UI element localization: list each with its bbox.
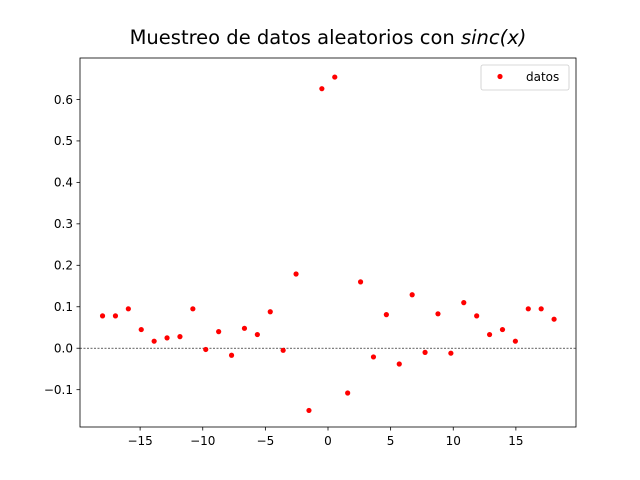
data-point (203, 346, 209, 353)
data-point (177, 334, 183, 340)
y-tick-label: 0.4 (54, 176, 73, 190)
x-tick-label: −5 (257, 434, 275, 448)
data-point (125, 306, 131, 312)
data-point (190, 306, 196, 312)
data-point (525, 306, 531, 312)
data-point (486, 331, 493, 338)
data-point (474, 313, 480, 319)
legend: datos (480, 64, 570, 91)
data-point (332, 74, 338, 80)
data-point (512, 338, 518, 344)
data-point (151, 338, 157, 344)
data-point (267, 309, 273, 315)
x-tick-label: 5 (387, 434, 395, 448)
data-point (396, 361, 402, 367)
data-point (138, 326, 144, 333)
data-point (370, 354, 377, 360)
data-point (538, 306, 544, 312)
data-point (345, 390, 351, 396)
x-tick-label: 0 (324, 434, 332, 448)
plot-frame (79, 57, 577, 428)
y-tick-label: 0.2 (54, 259, 73, 273)
data-point (422, 349, 428, 355)
y-tick-label: 0.5 (54, 134, 73, 148)
data-point (254, 331, 260, 338)
y-tick-label: −0.1 (44, 383, 73, 397)
data-point (499, 326, 506, 333)
data-point (99, 313, 106, 319)
data-point (306, 407, 312, 414)
data-point (357, 279, 364, 285)
y-tick-label: 0.6 (54, 93, 73, 107)
y-tick-label: 0.3 (54, 217, 73, 231)
data-point (435, 311, 441, 317)
data-point (112, 313, 119, 319)
data-point (164, 335, 170, 341)
x-tick-label: 15 (508, 434, 523, 448)
data-point (280, 347, 286, 353)
data-point (383, 312, 389, 318)
data-point (293, 271, 299, 277)
chart-title: Muestreo de datos aleatorios con sinc(x) (130, 26, 527, 49)
data-point (228, 352, 235, 358)
x-tick-label: 10 (446, 434, 461, 448)
data-point (448, 350, 454, 356)
data-point (461, 300, 467, 306)
data-point (551, 316, 557, 322)
data-point (241, 325, 248, 331)
x-tick-label: −10 (190, 434, 215, 448)
legend-label: datos (526, 70, 559, 84)
data-point (409, 292, 415, 298)
legend-box (480, 64, 570, 91)
data-point (319, 86, 325, 92)
data-point (216, 329, 222, 335)
x-tick-label: −15 (127, 434, 152, 448)
y-tick-label: 0.0 (54, 342, 73, 356)
y-tick-label: 0.1 (54, 300, 73, 314)
legend-marker (497, 73, 503, 80)
